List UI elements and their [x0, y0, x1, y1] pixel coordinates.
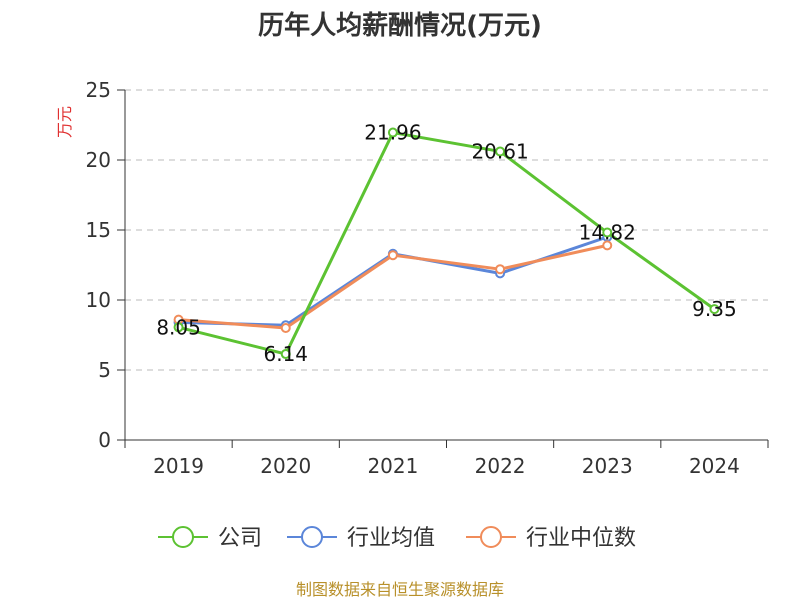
x-tick-label: 2020: [260, 454, 311, 478]
legend-label: 公司: [218, 526, 262, 551]
data-point-2: [280, 323, 291, 333]
legend-marker: [172, 526, 194, 548]
y-tick-label: 0: [98, 428, 111, 452]
axes: 0 5 10 15 20 25 2019 2020 2021 2022 2023 2024: [86, 78, 769, 478]
legend-label: 行业均值: [347, 526, 435, 551]
y-tick-label: 5: [98, 358, 111, 382]
chart-title: 历年人均薪酬情况(万元): [258, 10, 542, 41]
legend-marker: [301, 526, 323, 548]
source-note: 制图数据来自恒生聚源数据库: [296, 580, 504, 599]
legend-item-1[interactable]: 行业均值: [287, 526, 435, 551]
x-tick-label: 2021: [367, 454, 418, 478]
data-label: 9.35: [692, 297, 737, 321]
data-point-0: [602, 227, 613, 238]
legend-marker: [480, 526, 502, 548]
data-point-0: [709, 304, 720, 315]
data-point-0: [495, 146, 506, 157]
y-tick-label: 10: [86, 288, 111, 312]
y-axis-title: 万元: [55, 106, 74, 138]
x-tick-label: 2022: [475, 454, 526, 478]
legend-item-0[interactable]: 公司: [158, 526, 262, 551]
series-line-0: [178, 131, 716, 356]
x-tick-label: 2019: [153, 454, 204, 478]
x-tick-label: 2024: [689, 454, 740, 478]
gridlines: [125, 89, 768, 371]
data-label: 6.14: [263, 342, 308, 366]
data-point-0: [173, 322, 184, 333]
data-label: 8.05: [156, 315, 201, 339]
data-point-0: [280, 349, 291, 360]
legend[interactable]: 公司 行业均值 行业中位数: [158, 526, 636, 551]
data-label: 20.61: [471, 139, 528, 163]
data-point-2: [495, 264, 506, 275]
data-point-2: [602, 240, 613, 251]
data-point-2: [387, 250, 398, 261]
series-layer: [173, 127, 720, 360]
data-label: 14.82: [579, 221, 636, 245]
data-point-0: [387, 127, 398, 138]
legend-item-2[interactable]: 行业中位数: [466, 526, 636, 551]
y-tick-label: 20: [86, 148, 111, 172]
y-tick-label: 25: [86, 78, 111, 102]
legend-label: 行业中位数: [526, 526, 636, 551]
x-tick-label: 2023: [582, 454, 633, 478]
data-labels: 8.05 6.14 21.96 20.61 14.82 9.35: [156, 121, 736, 366]
y-tick-label: 15: [86, 218, 111, 242]
data-label: 21.96: [364, 121, 421, 145]
